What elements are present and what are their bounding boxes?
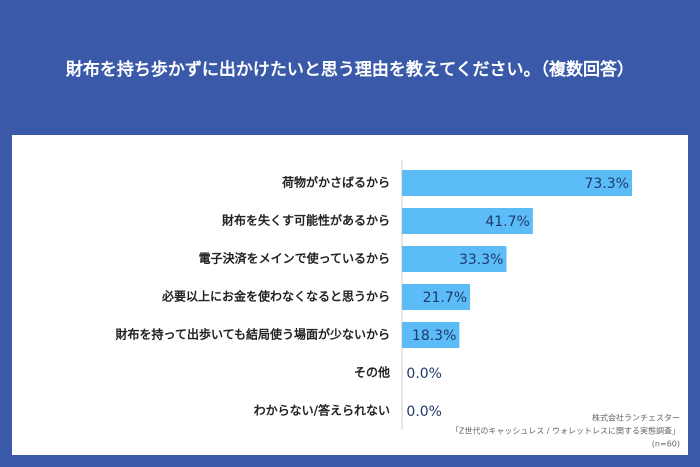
bar bbox=[402, 246, 507, 272]
chart-title: 財布を持ち歩かずに出かけたいと思う理由を教えてください。（複数回答） bbox=[65, 59, 634, 80]
value-label: 0.0% bbox=[406, 366, 442, 382]
bar bbox=[402, 208, 533, 234]
category-label: わからない/答えられない bbox=[254, 403, 390, 418]
bar bbox=[402, 170, 632, 196]
bar bbox=[402, 284, 471, 310]
value-label: 0.0% bbox=[406, 404, 442, 420]
category-label: その他 bbox=[354, 365, 390, 380]
source-note: 株式会社ランチェスター bbox=[592, 413, 680, 423]
value-label: 21.7% bbox=[423, 290, 467, 306]
value-label: 33.3% bbox=[459, 252, 503, 268]
category-label: 荷物がかさばるから bbox=[281, 175, 390, 190]
value-label: 41.7% bbox=[485, 214, 529, 230]
category-label: 必要以上にお金を使わなくなると思うから bbox=[161, 289, 390, 304]
source-note: 「Z世代のキャッシュレス / ウォレットレスに関する実態調査」 bbox=[451, 426, 680, 436]
category-label: 電子決済をメインで使っているから bbox=[199, 251, 390, 266]
source-note: (n=60) bbox=[652, 440, 680, 449]
value-label: 18.3% bbox=[412, 328, 456, 344]
value-label: 73.3% bbox=[584, 176, 628, 192]
bar bbox=[402, 322, 460, 348]
category-label: 財布を失くす可能性があるから bbox=[221, 213, 390, 228]
category-label: 財布を持って出歩いても結局使う場面が少ないから bbox=[115, 327, 390, 342]
